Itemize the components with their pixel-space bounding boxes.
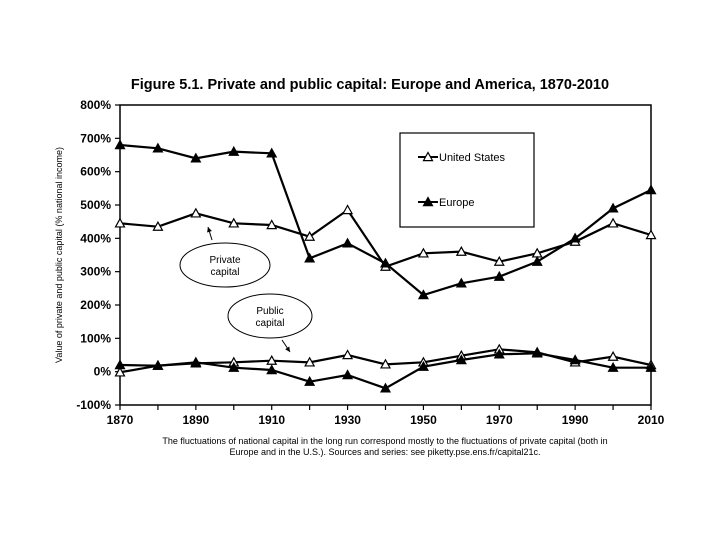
- annotation-label: capital: [211, 267, 240, 278]
- annotation-label: capital: [256, 318, 285, 329]
- data-point: [531, 347, 543, 358]
- annotation-arrowhead: [207, 227, 212, 233]
- data-point: [379, 257, 392, 268]
- x-tick-label: 1970: [486, 413, 513, 427]
- data-point: [114, 217, 126, 228]
- data-point: [266, 219, 278, 230]
- data-point: [152, 359, 164, 370]
- annotation-label: Private: [209, 255, 241, 266]
- data-point: [607, 217, 619, 228]
- legend-label: United States: [439, 152, 506, 164]
- y-tick-label: 700%: [80, 131, 111, 145]
- x-tick-label: 1990: [562, 413, 589, 427]
- data-point: [152, 220, 164, 231]
- data-point: [455, 245, 467, 256]
- data-point: [114, 366, 126, 377]
- data-point: [455, 277, 467, 288]
- legend-label: Europe: [439, 197, 474, 209]
- x-tick-label: 1910: [258, 413, 285, 427]
- data-point: [607, 361, 619, 372]
- data-point: [342, 237, 354, 248]
- y-tick-label: 400%: [80, 231, 111, 245]
- data-point: [228, 145, 240, 156]
- data-point: [493, 255, 505, 266]
- y-axis-label: Value of private and public capital (% n…: [54, 147, 64, 363]
- y-tick-label: 0%: [94, 365, 112, 379]
- data-point: [266, 147, 278, 158]
- legend-marker: [422, 196, 434, 207]
- data-point: [114, 139, 126, 150]
- x-tick-label: 1870: [107, 413, 134, 427]
- y-tick-label: 600%: [80, 165, 111, 179]
- data-point: [607, 202, 619, 213]
- data-point: [228, 217, 240, 228]
- y-tick-label: 500%: [80, 198, 111, 212]
- legend: United States Europe: [399, 132, 535, 228]
- data-point: [342, 349, 354, 360]
- legend-box: [399, 132, 535, 228]
- caption-line: Europe and in the U.S.). Sources and ser…: [229, 447, 540, 457]
- data-point: [304, 356, 316, 367]
- data-point: [152, 142, 164, 153]
- y-tick-label: 200%: [80, 298, 111, 312]
- data-point: [645, 229, 657, 240]
- data-point: [304, 252, 316, 263]
- data-point: [266, 364, 278, 375]
- data-point: [342, 204, 354, 215]
- data-point: [379, 358, 392, 369]
- annotation-label: Public: [256, 306, 283, 317]
- data-point: [342, 369, 354, 380]
- x-tick-label: 1950: [410, 413, 437, 427]
- data-point: [569, 232, 581, 243]
- annotation-ellipse: [179, 242, 271, 288]
- x-tick-label: 1890: [183, 413, 210, 427]
- data-point: [190, 152, 202, 163]
- data-point: [379, 382, 392, 393]
- data-point: [114, 359, 126, 370]
- legend-marker: [422, 151, 434, 162]
- data-point: [417, 360, 429, 371]
- data-point: [607, 350, 619, 361]
- data-point: [304, 375, 316, 386]
- data-point: [569, 354, 581, 365]
- data-point: [493, 348, 505, 359]
- x-tick-label: 2010: [638, 413, 665, 427]
- data-point: [493, 270, 505, 281]
- data-point: [455, 354, 467, 365]
- y-tick-label: 300%: [80, 265, 111, 279]
- y-axis: -100% 0% 100% 200% 300% 400% 500% 600% 700% 800%: [76, 98, 120, 412]
- data-point: [190, 207, 202, 218]
- annotation-arrowhead: [285, 346, 290, 352]
- y-tick-label: -100%: [76, 398, 111, 412]
- x-tick-label: 1930: [334, 413, 361, 427]
- annotation-ellipse: [227, 293, 313, 339]
- caption: The fluctuations of national capital in …: [162, 436, 607, 457]
- chart-title: Figure 5.1. Private and public capital: …: [131, 77, 609, 93]
- y-tick-label: 800%: [80, 98, 111, 112]
- data-point: [228, 361, 240, 372]
- y-tick-label: 100%: [80, 331, 111, 345]
- data-point: [304, 230, 316, 241]
- data-point: [417, 247, 429, 258]
- data-point: [417, 289, 429, 300]
- data-point: [645, 361, 657, 372]
- series-group: [114, 139, 657, 393]
- data-point: [645, 184, 657, 195]
- data-point: [190, 356, 202, 367]
- x-axis: 1870 1890 1910 1930 1950 1970 1990 2010: [107, 405, 665, 427]
- data-point: [531, 255, 543, 266]
- caption-line: The fluctuations of national capital in …: [162, 436, 607, 446]
